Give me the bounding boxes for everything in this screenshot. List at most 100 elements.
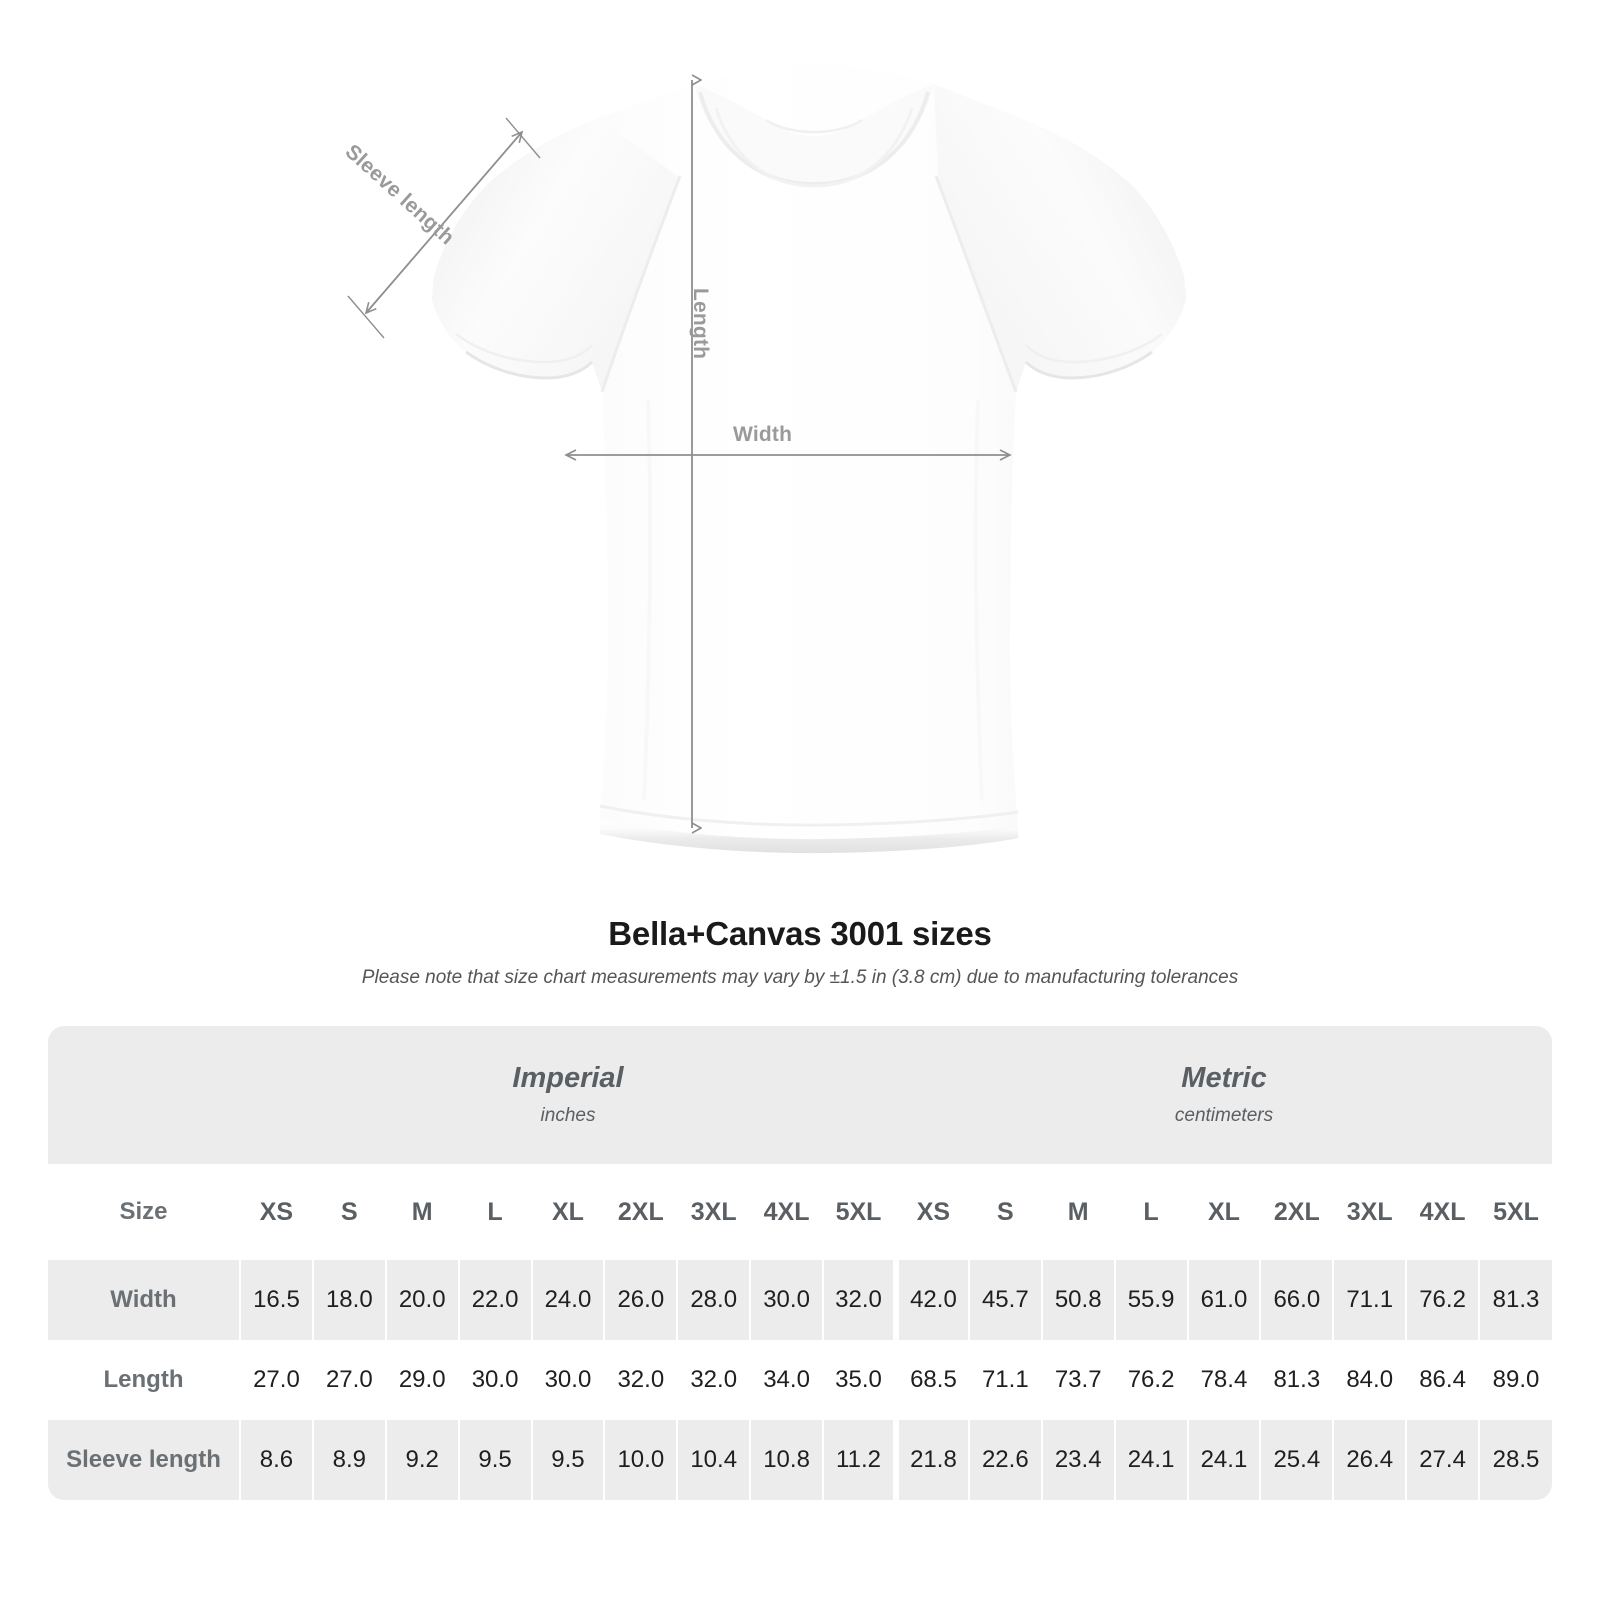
size-header-text: 2XL xyxy=(1273,1197,1320,1226)
measurement-cell: 35.0 xyxy=(822,1340,896,1420)
row-label-cell: Width xyxy=(48,1260,240,1340)
measurement-cell: 27.0 xyxy=(311,1340,386,1420)
measurement-cell: 84.0 xyxy=(1332,1340,1407,1420)
measurement-cell: 10.4 xyxy=(676,1420,751,1500)
unit-group-metric: Metric centimeters xyxy=(896,1026,1552,1164)
measurement-value: 35.0 xyxy=(835,1366,882,1393)
size-header-cell: 2XL xyxy=(603,1164,678,1260)
measurement-cell: 28.0 xyxy=(676,1260,751,1340)
size-row-label: Size xyxy=(48,1164,240,1260)
row-label-cell: Length xyxy=(48,1340,240,1420)
size-header-cell: S xyxy=(967,1164,1042,1260)
measurement-cell: 66.0 xyxy=(1259,1260,1334,1340)
measurement-value: 22.6 xyxy=(981,1446,1029,1473)
measurement-cell: 86.4 xyxy=(1405,1340,1479,1420)
measurement-value: 50.8 xyxy=(1054,1286,1102,1313)
measurement-value: 22.0 xyxy=(471,1286,519,1313)
measurement-cell: 71.1 xyxy=(967,1340,1042,1420)
measurement-value: 89.0 xyxy=(1492,1366,1540,1393)
length-label: Length xyxy=(689,288,712,360)
measurement-value: 30.0 xyxy=(544,1366,592,1393)
measurement-cell: 26.4 xyxy=(1332,1420,1407,1500)
measurement-value: 24.1 xyxy=(1127,1446,1175,1473)
measurement-cell: 24.0 xyxy=(530,1260,605,1340)
measurement-cell: 16.5 xyxy=(239,1260,313,1340)
size-header-text: L xyxy=(487,1197,503,1226)
measurement-cell: 22.0 xyxy=(457,1260,532,1340)
measurement-value: 10.8 xyxy=(763,1446,810,1473)
measurement-value: 86.4 xyxy=(1419,1366,1466,1393)
row-label-text: Sleeve length xyxy=(66,1446,221,1473)
size-header-text: M xyxy=(1067,1197,1089,1226)
size-header-cell: L xyxy=(457,1164,532,1260)
measurement-value: 20.0 xyxy=(398,1286,446,1313)
size-header-cell: S xyxy=(311,1164,386,1260)
measurement-cell: 18.0 xyxy=(311,1260,386,1340)
measurement-value: 27.4 xyxy=(1419,1446,1466,1473)
measurement-value: 28.0 xyxy=(690,1286,738,1313)
measurement-cell: 9.5 xyxy=(457,1420,532,1500)
size-header-cell: L xyxy=(1113,1164,1188,1260)
measurement-value: 16.5 xyxy=(253,1286,300,1313)
size-header-cell: 5XL xyxy=(822,1164,896,1260)
size-header-text: XL xyxy=(1207,1197,1240,1226)
measurement-cell: 27.0 xyxy=(239,1340,313,1420)
measurement-cell: 22.6 xyxy=(967,1420,1042,1500)
measurement-cell: 10.0 xyxy=(603,1420,678,1500)
measurement-cell: 89.0 xyxy=(1478,1340,1552,1420)
measurement-cell: 24.1 xyxy=(1186,1420,1261,1500)
measurement-cell: 32.0 xyxy=(822,1260,896,1340)
unit-group-imperial: Imperial inches xyxy=(240,1026,896,1164)
measurement-cell: 81.3 xyxy=(1478,1260,1552,1340)
measurement-value: 27.0 xyxy=(325,1366,373,1393)
size-header-cell: 4XL xyxy=(1405,1164,1479,1260)
measurement-cell: 23.4 xyxy=(1040,1420,1115,1500)
measurement-value: 32.0 xyxy=(835,1286,882,1313)
size-label-text: Size xyxy=(119,1198,168,1225)
measurement-cell: 29.0 xyxy=(384,1340,459,1420)
metric-subtitle: centimeters xyxy=(1174,1104,1274,1126)
size-header-text: XS xyxy=(916,1197,951,1226)
size-table-body: Width 16.5 18.0 20.0 22.0 24.0 26.0 28.0 30.0 32.… xyxy=(48,1260,1552,1500)
size-header-text: S xyxy=(996,1197,1014,1226)
size-header-cell: 2XL xyxy=(1259,1164,1334,1260)
measurement-cell: 45.7 xyxy=(967,1260,1042,1340)
size-header-text: XL xyxy=(551,1197,584,1226)
tshirt-illustration: Sleeve length Length Width xyxy=(341,63,1186,854)
page-title: Bella+Canvas 3001 sizes xyxy=(608,915,992,952)
measurement-value: 11.2 xyxy=(836,1446,881,1473)
measurement-value: 71.1 xyxy=(1346,1286,1394,1313)
dimension-arrows xyxy=(347,80,1012,828)
measurement-cell: 8.9 xyxy=(311,1420,386,1500)
table-row: Sleeve length 8.6 8.9 9.2 9.5 9.5 10.0 10.4 10.8… xyxy=(48,1420,1552,1500)
table-row: Width 16.5 18.0 20.0 22.0 24.0 26.0 28.0 30.0 32.… xyxy=(48,1260,1552,1340)
measurement-value: 27.0 xyxy=(253,1366,300,1393)
title-block: Bella+Canvas 3001 sizes Please note that… xyxy=(0,915,1600,989)
size-header-text: 2XL xyxy=(617,1197,664,1226)
measurement-cell: 25.4 xyxy=(1259,1420,1334,1500)
measurement-value: 24.0 xyxy=(544,1286,592,1313)
measurement-cell: 28.5 xyxy=(1478,1420,1552,1500)
measurement-value: 81.3 xyxy=(1492,1286,1540,1313)
size-table-container: Imperial inches Metric centimeters Size X… xyxy=(48,1026,1552,1500)
measurement-value: 45.7 xyxy=(981,1286,1029,1313)
unit-row-spacer xyxy=(48,1026,240,1164)
measurement-cell: 9.2 xyxy=(384,1420,459,1500)
size-header-text: XS xyxy=(259,1197,294,1226)
measurement-cell: 32.0 xyxy=(676,1340,751,1420)
measurement-value: 10.0 xyxy=(617,1446,665,1473)
size-header-cell: 3XL xyxy=(1332,1164,1407,1260)
measurement-value: 81.3 xyxy=(1273,1366,1321,1393)
size-header-text: S xyxy=(340,1197,358,1226)
measurement-cell: 61.0 xyxy=(1186,1260,1261,1340)
measurement-cell: 34.0 xyxy=(749,1340,823,1420)
measurement-value: 9.5 xyxy=(551,1446,585,1473)
size-header-text: 3XL xyxy=(690,1197,737,1226)
measurement-value: 29.0 xyxy=(398,1366,446,1393)
measurement-cell: 68.5 xyxy=(893,1340,969,1420)
measurement-value: 34.0 xyxy=(763,1366,810,1393)
size-header-cell: XS xyxy=(239,1164,313,1260)
size-header-cell: XS xyxy=(893,1164,969,1260)
row-label-text: Width xyxy=(110,1286,177,1313)
measurement-value: 73.7 xyxy=(1054,1366,1102,1393)
